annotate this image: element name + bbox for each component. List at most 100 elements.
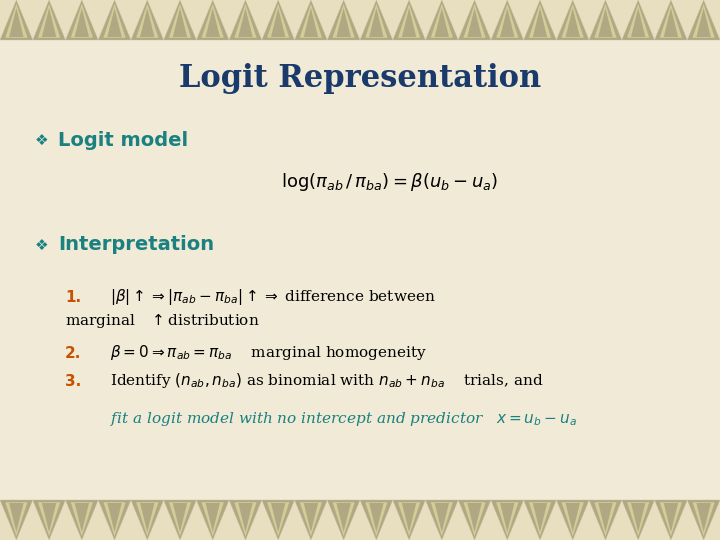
Polygon shape bbox=[365, 502, 388, 537]
Polygon shape bbox=[660, 502, 683, 537]
Polygon shape bbox=[197, 500, 229, 540]
Polygon shape bbox=[397, 502, 420, 537]
Polygon shape bbox=[496, 502, 518, 537]
Polygon shape bbox=[271, 503, 285, 532]
Polygon shape bbox=[32, 500, 66, 540]
Polygon shape bbox=[71, 502, 94, 537]
Polygon shape bbox=[523, 0, 557, 40]
Polygon shape bbox=[238, 503, 253, 532]
Polygon shape bbox=[9, 8, 24, 37]
Polygon shape bbox=[467, 8, 482, 37]
Polygon shape bbox=[32, 0, 66, 40]
Polygon shape bbox=[336, 8, 351, 37]
Polygon shape bbox=[234, 502, 257, 537]
Polygon shape bbox=[0, 500, 32, 540]
Polygon shape bbox=[42, 8, 56, 37]
Polygon shape bbox=[300, 502, 323, 537]
Polygon shape bbox=[594, 502, 617, 537]
Polygon shape bbox=[435, 503, 449, 532]
Polygon shape bbox=[103, 3, 126, 38]
Text: fit a logit model with no intercept and predictor   $x=u_b-u_a$: fit a logit model with no intercept and … bbox=[110, 410, 577, 428]
Polygon shape bbox=[598, 8, 613, 37]
Polygon shape bbox=[463, 502, 486, 537]
Polygon shape bbox=[66, 0, 98, 40]
Polygon shape bbox=[369, 8, 384, 37]
Polygon shape bbox=[369, 503, 384, 532]
Polygon shape bbox=[533, 503, 547, 532]
Polygon shape bbox=[392, 500, 426, 540]
Polygon shape bbox=[692, 502, 715, 537]
Polygon shape bbox=[136, 3, 158, 38]
Polygon shape bbox=[75, 8, 89, 37]
Polygon shape bbox=[328, 0, 360, 40]
Polygon shape bbox=[332, 3, 355, 38]
Polygon shape bbox=[392, 0, 426, 40]
Polygon shape bbox=[42, 503, 56, 532]
Polygon shape bbox=[103, 502, 126, 537]
Polygon shape bbox=[660, 3, 683, 38]
Polygon shape bbox=[496, 3, 518, 38]
Polygon shape bbox=[131, 0, 163, 40]
Polygon shape bbox=[463, 3, 486, 38]
Polygon shape bbox=[533, 8, 547, 37]
Polygon shape bbox=[98, 500, 131, 540]
Polygon shape bbox=[266, 502, 289, 537]
Polygon shape bbox=[664, 503, 678, 532]
Polygon shape bbox=[696, 8, 711, 37]
Polygon shape bbox=[234, 3, 257, 38]
Polygon shape bbox=[262, 500, 294, 540]
Polygon shape bbox=[491, 0, 523, 40]
Polygon shape bbox=[631, 8, 645, 37]
Polygon shape bbox=[622, 0, 654, 40]
Polygon shape bbox=[229, 0, 262, 40]
Polygon shape bbox=[426, 0, 458, 40]
Polygon shape bbox=[205, 503, 220, 532]
Polygon shape bbox=[173, 503, 187, 532]
Polygon shape bbox=[37, 502, 60, 537]
Polygon shape bbox=[304, 8, 318, 37]
Polygon shape bbox=[500, 503, 515, 532]
Polygon shape bbox=[458, 0, 491, 40]
Polygon shape bbox=[71, 3, 94, 38]
Polygon shape bbox=[173, 8, 187, 37]
Polygon shape bbox=[622, 500, 654, 540]
Polygon shape bbox=[131, 500, 163, 540]
Polygon shape bbox=[557, 500, 589, 540]
Polygon shape bbox=[523, 500, 557, 540]
Polygon shape bbox=[626, 3, 649, 38]
Polygon shape bbox=[565, 8, 580, 37]
Text: marginal   $\uparrow$distribution: marginal $\uparrow$distribution bbox=[65, 312, 259, 330]
Polygon shape bbox=[140, 8, 155, 37]
Polygon shape bbox=[229, 500, 262, 540]
Text: Identify $(n_{ab},n_{ba})$ as binomial with $n_{ab}+n_{ba}$    trials, and: Identify $(n_{ab},n_{ba})$ as binomial w… bbox=[110, 372, 544, 390]
Polygon shape bbox=[402, 503, 416, 532]
Polygon shape bbox=[360, 0, 392, 40]
Polygon shape bbox=[66, 500, 98, 540]
Text: 1.: 1. bbox=[65, 289, 81, 305]
Bar bbox=[0, 0, 720, 40]
Polygon shape bbox=[589, 0, 622, 40]
Polygon shape bbox=[654, 500, 688, 540]
Polygon shape bbox=[168, 502, 192, 537]
Polygon shape bbox=[168, 3, 192, 38]
Polygon shape bbox=[300, 3, 323, 38]
Polygon shape bbox=[557, 0, 589, 40]
Polygon shape bbox=[631, 503, 645, 532]
Polygon shape bbox=[197, 0, 229, 40]
Polygon shape bbox=[294, 0, 328, 40]
Polygon shape bbox=[565, 503, 580, 532]
Polygon shape bbox=[562, 3, 584, 38]
Polygon shape bbox=[435, 8, 449, 37]
Polygon shape bbox=[5, 502, 28, 537]
Polygon shape bbox=[107, 8, 122, 37]
Text: Logit model: Logit model bbox=[58, 131, 188, 150]
Bar bbox=[0, 500, 720, 540]
Text: ❖: ❖ bbox=[35, 238, 49, 253]
Polygon shape bbox=[598, 503, 613, 532]
Polygon shape bbox=[163, 500, 197, 540]
Polygon shape bbox=[304, 503, 318, 532]
Polygon shape bbox=[262, 0, 294, 40]
Polygon shape bbox=[688, 0, 720, 40]
Polygon shape bbox=[136, 502, 158, 537]
Text: Logit Representation: Logit Representation bbox=[179, 63, 541, 93]
